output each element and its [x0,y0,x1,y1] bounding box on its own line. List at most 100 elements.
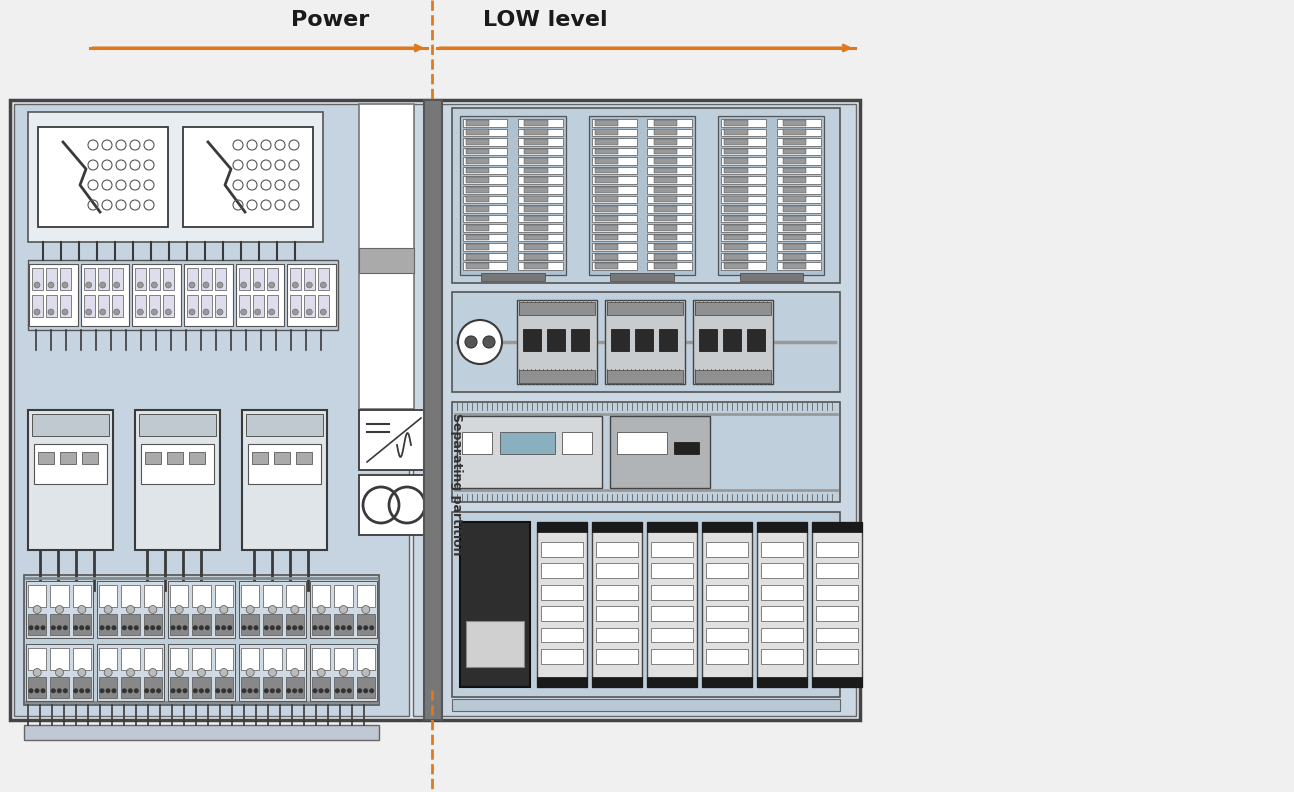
Circle shape [133,625,138,630]
Bar [722,215,766,223]
Circle shape [79,625,84,630]
Bar [694,300,773,384]
Bar [215,295,226,317]
Bar [264,677,282,698]
Bar [524,225,547,230]
Bar [783,139,806,145]
Circle shape [317,606,325,614]
Bar [776,262,822,270]
Bar [757,677,807,687]
Bar [595,206,619,211]
Circle shape [127,606,135,614]
Bar [242,410,327,550]
Bar [593,262,637,270]
Circle shape [335,688,340,693]
Bar [466,177,489,183]
Bar [595,225,619,230]
Bar [246,414,324,436]
Bar [149,268,160,290]
Bar [163,295,175,317]
Circle shape [50,688,56,693]
Circle shape [171,625,176,630]
Bar [647,522,697,532]
Bar [776,205,822,212]
Circle shape [128,688,133,693]
Bar [813,522,862,687]
Bar [459,522,531,687]
Circle shape [111,688,116,693]
Circle shape [85,625,91,630]
Bar [524,149,547,154]
Bar [84,268,94,290]
Bar [537,522,587,687]
Bar [783,158,806,164]
Bar [122,585,140,607]
Circle shape [48,309,54,315]
Bar [149,295,160,317]
Bar [707,627,748,642]
Bar [463,177,507,184]
Bar [518,158,563,165]
Circle shape [34,668,41,676]
Bar [722,119,766,127]
Bar [452,402,840,502]
Circle shape [242,625,246,630]
Circle shape [106,688,110,693]
Bar [518,224,563,232]
Circle shape [28,625,34,630]
Bar [776,186,822,193]
Bar [595,244,619,250]
Bar [761,563,804,578]
Bar [541,627,584,642]
Bar [597,542,638,557]
Bar [776,243,822,251]
Bar [761,542,804,557]
Bar [290,295,302,317]
Circle shape [149,668,157,676]
Bar [72,648,91,670]
Bar [358,475,430,535]
Bar [286,677,304,698]
Circle shape [157,625,162,630]
Bar [136,268,146,290]
Circle shape [104,606,113,614]
Bar [817,649,858,664]
Circle shape [137,309,144,315]
Bar [647,522,697,687]
Circle shape [325,688,330,693]
Bar [747,329,765,352]
Bar [466,129,489,135]
Circle shape [369,625,374,630]
Bar [783,177,806,183]
Bar [783,206,806,211]
Bar [136,295,146,317]
Bar [725,244,748,250]
Bar [100,648,118,670]
Bar [783,168,806,173]
Bar [593,196,637,203]
Bar [312,648,330,670]
Text: Separating partition: Separating partition [450,413,463,556]
Circle shape [35,688,40,693]
Circle shape [321,309,326,315]
Circle shape [335,625,340,630]
Bar [463,243,507,251]
Bar [776,224,822,232]
Bar [334,614,353,634]
Bar [481,273,545,281]
Bar [97,268,109,290]
Bar [589,116,695,275]
Bar [647,196,692,203]
Bar [595,168,619,173]
Bar [50,585,69,607]
Bar [84,295,94,317]
Bar [722,262,766,270]
Circle shape [268,606,277,614]
Bar [718,116,824,275]
Bar [725,168,748,173]
Bar [518,253,563,261]
Bar [463,119,507,127]
Bar [100,614,118,634]
Circle shape [325,625,330,630]
Bar [653,149,677,154]
